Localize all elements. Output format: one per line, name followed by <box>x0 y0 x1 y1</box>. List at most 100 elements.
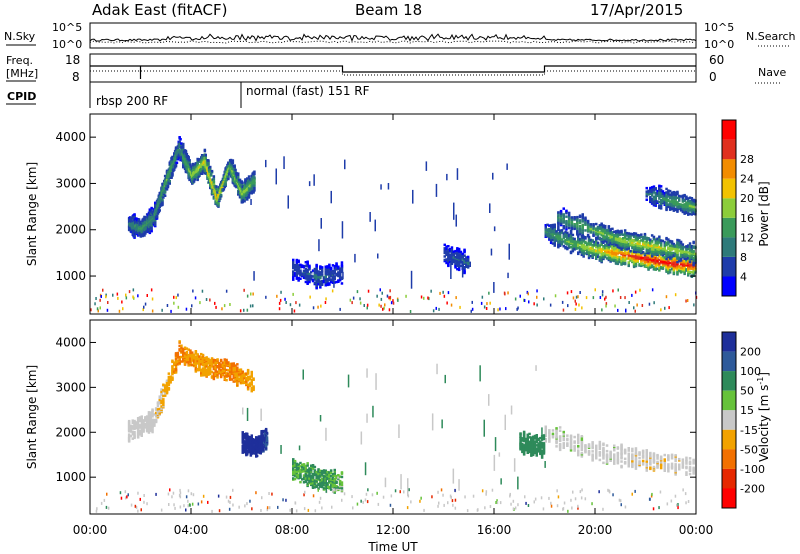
ground-scatter-cell <box>173 301 175 305</box>
heatmap-cell <box>304 280 308 284</box>
heatmap-cell <box>613 246 616 250</box>
heatmap-cell <box>250 386 253 390</box>
heatmap-cell <box>658 184 661 188</box>
heatmap-cell <box>652 265 656 269</box>
heatmap-cell <box>295 272 299 276</box>
ground-scatter-cell <box>295 301 297 305</box>
heatmap-cell <box>457 268 461 272</box>
heatmap-cell <box>176 356 180 359</box>
heatmap-cell <box>315 263 318 267</box>
heatmap-cell <box>640 239 643 242</box>
ground-scatter-cell <box>625 309 627 313</box>
heatmap-cell <box>598 251 602 254</box>
heatmap-cell <box>337 279 340 282</box>
heatmap-cell <box>679 258 683 261</box>
heatmap-cell <box>338 267 342 270</box>
heatmap-cell <box>219 363 223 366</box>
heatmap-cell <box>622 240 625 243</box>
heatmap-cell <box>313 273 317 277</box>
heatmap-cell <box>201 353 205 357</box>
heatmap-cell <box>546 228 549 231</box>
heatmap-cell <box>667 189 670 192</box>
heatmap-cell <box>627 247 630 250</box>
heatmap-cell <box>584 247 587 251</box>
heatmap-cell <box>166 173 170 176</box>
heatmap-cell <box>692 256 695 260</box>
streak-cell <box>342 272 344 280</box>
heatmap-cell <box>641 236 645 239</box>
heatmap-cell <box>670 240 674 243</box>
heatmap-cell <box>461 258 464 261</box>
heatmap-cell <box>243 377 246 380</box>
heatmap-cell <box>580 253 584 257</box>
heatmap-cell <box>661 199 665 202</box>
heatmap-cell <box>232 369 235 372</box>
ground-scatter-cell <box>128 290 131 294</box>
heatmap-cell <box>658 204 661 207</box>
heatmap-cell <box>687 244 690 247</box>
ground-scatter-cell <box>653 301 655 305</box>
heatmap-cell <box>246 449 249 453</box>
heatmap-cell <box>188 178 191 182</box>
heatmap-cell <box>586 242 589 245</box>
ground-scatter-cell <box>320 304 322 308</box>
heatmap-cell <box>207 159 210 162</box>
heatmap-cell <box>672 247 676 250</box>
heatmap-cell <box>459 264 463 268</box>
heatmap-cell <box>250 370 253 374</box>
heatmap-cell <box>324 284 327 287</box>
heatmap-cell <box>207 361 210 364</box>
streak-cell <box>313 174 315 186</box>
heatmap-cell <box>160 400 163 404</box>
heatmap-cell <box>450 262 454 265</box>
heatmap-cell <box>131 437 134 440</box>
heatmap-cell <box>614 261 618 264</box>
heatmap-cell <box>654 267 657 270</box>
heatmap-cell <box>678 197 681 200</box>
heatmap-cell <box>191 363 194 367</box>
heatmap-cell <box>165 386 169 389</box>
heatmap-cell <box>567 226 571 230</box>
heatmap-cell <box>645 244 648 248</box>
heatmap-cell <box>173 152 176 155</box>
heatmap-cell <box>461 254 464 258</box>
heatmap-cell <box>173 370 176 373</box>
heatmap-cell <box>562 224 565 228</box>
heatmap-cell <box>221 370 225 373</box>
ground-scatter-cell <box>312 306 315 310</box>
ground-scatter-cell <box>614 304 616 308</box>
heatmap-cell <box>245 376 248 380</box>
heatmap-cell <box>627 249 630 253</box>
ground-scatter-cell <box>177 305 180 309</box>
heatmap-cell <box>205 374 208 377</box>
heatmap-cell <box>293 272 297 275</box>
heatmap-cell <box>567 240 571 243</box>
heatmap-cell <box>658 200 661 204</box>
heatmap-cell <box>196 362 199 365</box>
heatmap-cell <box>192 353 196 356</box>
heatmap-cell <box>676 241 679 244</box>
streak-cell <box>253 271 255 281</box>
heatmap-cell <box>625 241 629 244</box>
heatmap-cell <box>178 136 181 139</box>
ground-scatter-cell <box>376 294 378 298</box>
ground-scatter-cell <box>430 289 432 293</box>
ground-scatter-cell <box>99 306 101 310</box>
heatmap-cell <box>194 350 198 353</box>
heatmap-cell <box>129 218 133 222</box>
heatmap-cell <box>212 360 216 364</box>
ground-scatter-cell <box>549 303 552 307</box>
heatmap-cell <box>311 275 315 278</box>
heatmap-cell <box>578 227 582 230</box>
heatmap-cell <box>297 276 300 280</box>
heatmap-cell <box>640 256 643 259</box>
heatmap-cell <box>678 199 681 202</box>
heatmap-cell <box>443 243 446 247</box>
ground-scatter-cell <box>575 295 578 299</box>
heatmap-cell <box>604 252 607 255</box>
heatmap-cell <box>131 425 134 428</box>
ground-scatter-cell <box>105 295 107 299</box>
heatmap-cell <box>227 369 230 372</box>
heatmap-cell <box>607 236 611 240</box>
heatmap-cell <box>663 241 666 244</box>
